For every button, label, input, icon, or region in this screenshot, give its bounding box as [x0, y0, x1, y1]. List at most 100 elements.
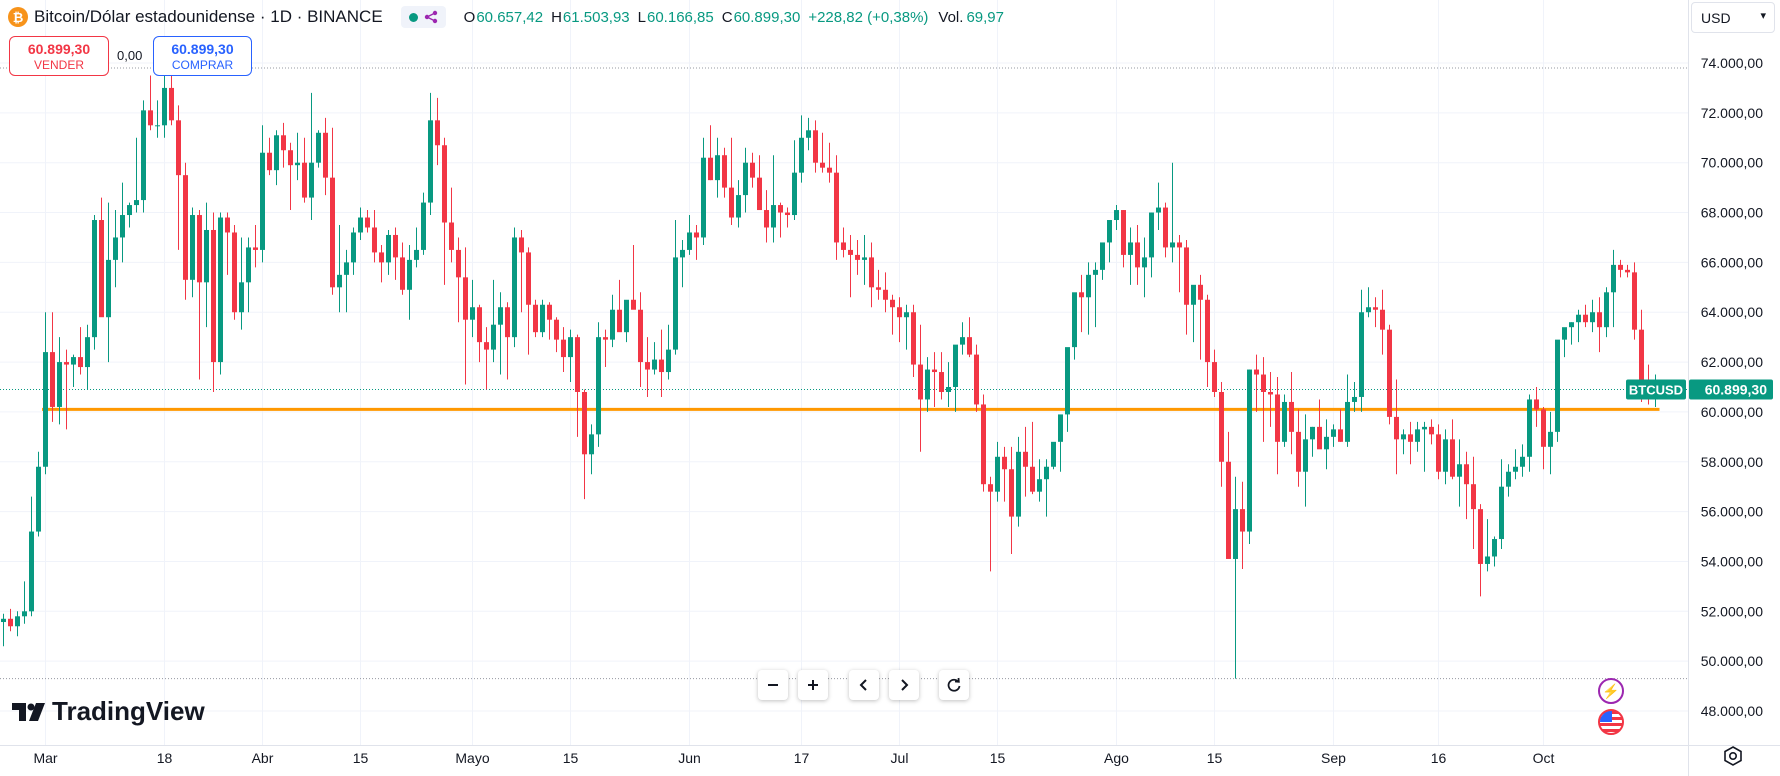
us-flag-icon[interactable] — [1598, 709, 1624, 735]
candle-body — [722, 155, 727, 188]
zoom-in-button[interactable] — [798, 670, 828, 700]
candle — [1086, 262, 1091, 335]
candle-body — [799, 137, 804, 173]
candle — [1583, 304, 1588, 328]
candle-body — [449, 222, 454, 250]
candle-body — [1373, 307, 1378, 310]
candle-body — [15, 616, 20, 627]
candle-body — [344, 262, 349, 275]
candle — [281, 122, 286, 168]
market-status-pill[interactable] — [400, 6, 446, 28]
candle — [1093, 262, 1098, 328]
candle — [1590, 299, 1595, 333]
candle-body — [134, 200, 139, 206]
candle-body — [372, 227, 377, 253]
time-tick-label: Mar — [33, 750, 57, 766]
gear-icon[interactable] — [1722, 745, 1744, 767]
candle — [855, 239, 860, 275]
candle — [729, 137, 734, 225]
candle-body — [1156, 207, 1161, 213]
candle-body — [687, 232, 692, 250]
candle — [519, 229, 524, 313]
change-value: +228,82 (+0,38%) — [808, 8, 929, 26]
candle-body — [1457, 464, 1462, 477]
candle-body — [904, 312, 909, 318]
candle-body — [1009, 469, 1014, 517]
candle-body — [596, 337, 601, 435]
reset-chart-button[interactable] — [939, 670, 969, 700]
candle-body — [1562, 327, 1567, 340]
price-tick-label: 54.000,00 — [1701, 553, 1763, 569]
candle — [456, 237, 461, 323]
candle-body — [1212, 362, 1217, 392]
candle-body — [330, 177, 335, 288]
scroll-right-button[interactable] — [889, 670, 919, 700]
candle — [8, 608, 13, 632]
candle-body — [1135, 242, 1140, 268]
candle — [78, 327, 83, 375]
candle — [652, 342, 657, 375]
candle-body — [1436, 434, 1441, 472]
candle-body — [932, 369, 937, 373]
candle-body — [148, 110, 153, 126]
scroll-left-button[interactable] — [849, 670, 879, 700]
candle-body — [1415, 429, 1420, 442]
candle-body — [225, 217, 230, 233]
candle-body — [785, 212, 790, 216]
price-tick-label: 64.000,00 — [1701, 304, 1763, 320]
zoom-out-button[interactable] — [758, 670, 788, 700]
candle-body — [540, 304, 545, 333]
candle — [736, 180, 741, 228]
candle — [1632, 262, 1637, 340]
price-tick-label: 68.000,00 — [1701, 205, 1763, 221]
candle — [372, 210, 377, 263]
lightning-icon[interactable]: ⚡ — [1598, 678, 1624, 704]
symbol-title[interactable]: Bitcoin/Dólar estadounidense · 1D · BINA… — [34, 7, 383, 26]
candle-body — [736, 195, 741, 218]
candle — [834, 155, 839, 260]
candle-body — [645, 362, 650, 370]
candle-body — [659, 359, 664, 373]
candle — [575, 334, 580, 437]
bitcoin-icon[interactable]: ₿ — [8, 7, 28, 27]
candle-body — [323, 132, 328, 178]
candle-body — [1254, 369, 1259, 375]
candle — [407, 244, 412, 320]
candle-body — [1142, 257, 1147, 268]
buy-button[interactable]: 60.899,30 COMPRAR — [153, 36, 252, 76]
candle — [169, 67, 174, 126]
candle-body — [435, 120, 440, 146]
candle-body — [617, 309, 622, 333]
candle — [155, 100, 160, 138]
candle — [1275, 377, 1280, 475]
candles — [1, 67, 1658, 679]
candle — [932, 352, 937, 407]
candle-body — [1352, 396, 1357, 402]
candle — [484, 327, 489, 390]
candle — [197, 210, 202, 380]
candle-body — [771, 205, 776, 228]
tradingview-logo[interactable]: TradingView — [12, 696, 205, 727]
candle — [904, 304, 909, 350]
chart-legend: ₿ Bitcoin/Dólar estadounidense · 1D · BI… — [8, 4, 1004, 30]
candle — [337, 225, 342, 313]
candle-body — [484, 342, 489, 350]
candle — [1079, 274, 1084, 333]
candle-body — [841, 242, 846, 250]
candle-body — [428, 120, 433, 203]
candle-body — [1583, 314, 1588, 323]
candle-body — [36, 466, 41, 532]
candle-body — [246, 247, 251, 283]
candle-body — [918, 364, 923, 400]
currency-selector[interactable]: USD ▾ — [1691, 2, 1775, 33]
sell-button[interactable]: 60.899,30 VENDER — [9, 36, 109, 76]
candle-body — [1604, 292, 1609, 328]
candle-body — [1065, 347, 1070, 415]
candle-body — [1380, 309, 1385, 330]
candle — [540, 299, 545, 338]
candle-body — [1408, 434, 1413, 442]
candle — [1513, 449, 1518, 480]
candle-body — [1107, 220, 1112, 243]
candle — [631, 244, 636, 310]
